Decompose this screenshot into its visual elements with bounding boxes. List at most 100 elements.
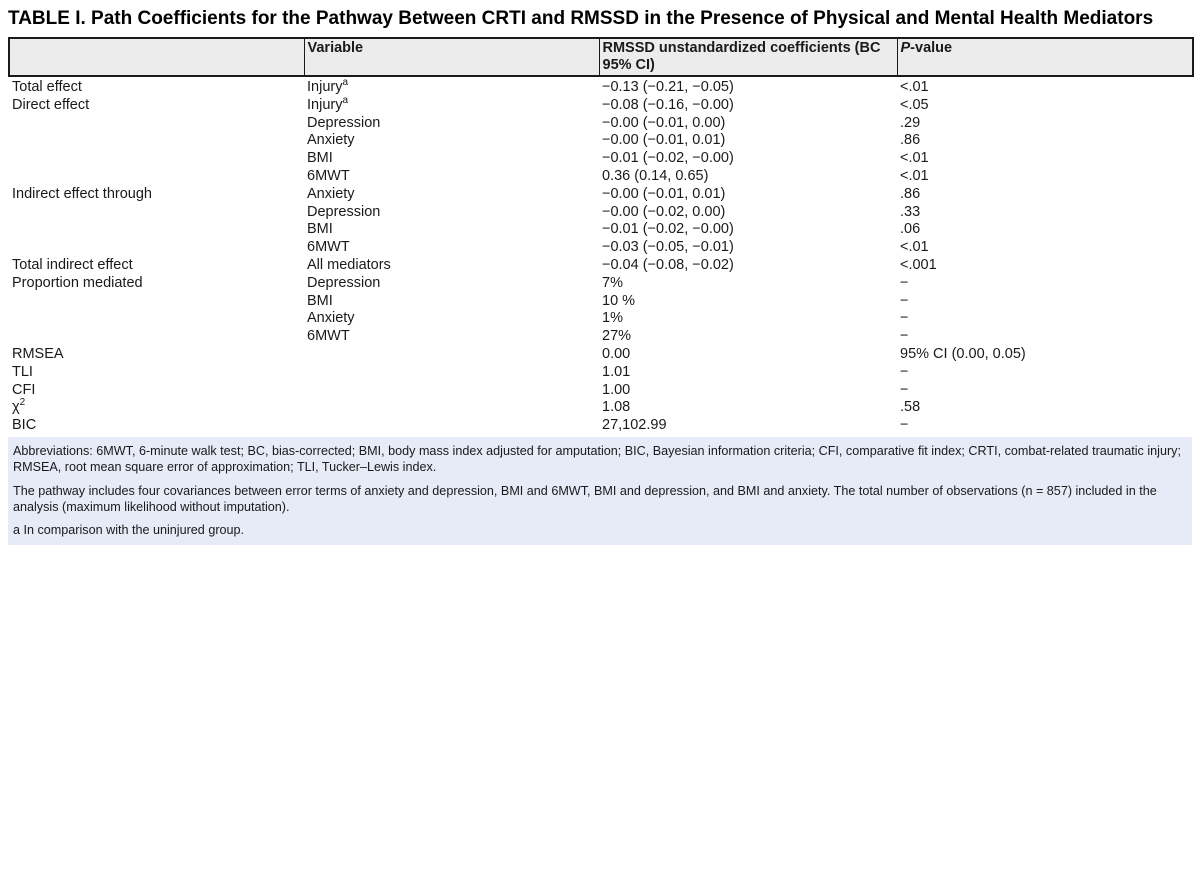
table-row: BIC 27,102.99 − (9, 417, 1193, 435)
column-header-empty (8, 37, 305, 77)
table-row: CFI 1.00 − (9, 382, 1193, 400)
row-label: χ (12, 399, 20, 416)
coefficient-cell: 1.08 (602, 399, 631, 416)
table-row: 6MWT −0.03 (−0.05, −0.01) <.01 (9, 239, 1193, 257)
table-row: RMSEA 0.00 95% CI (0.00, 0.05) (9, 346, 1193, 364)
table-footnotes: Abbreviations: 6MWT, 6-minute walk test;… (8, 436, 1192, 546)
pvalue-cell: .06 (900, 221, 921, 238)
variable-cell: Injurya (304, 94, 599, 115)
pvalue-cell: − (900, 417, 909, 434)
superscript: 2 (19, 397, 26, 409)
row-label: Proportion mediated (12, 274, 143, 291)
pvalue-cell: 95% CI (0.00, 0.05) (900, 345, 1026, 362)
row-label-cell: Proportion mediated (9, 275, 304, 293)
variable-label: BMI (307, 292, 333, 309)
variable-cell: BMI (304, 150, 599, 168)
pvalue-rest: -value (910, 40, 953, 56)
variable-cell: Injurya (304, 76, 599, 97)
variable-label: 6MWT (307, 239, 350, 256)
row-label-cell (9, 328, 304, 346)
variable-label: Depression (307, 114, 381, 131)
coefficient-cell: 10 % (602, 292, 636, 309)
pvalue-cell: <.05 (900, 96, 929, 113)
coefficient-cell: −0.00 (−0.02, 0.00) (602, 203, 726, 220)
coefficient-cell: 27% (602, 328, 632, 345)
row-label-cell (9, 310, 304, 328)
header-row: Variable RMSSD unstandardized coefficien… (8, 37, 1194, 77)
coefficient-cell: 7% (602, 274, 623, 291)
pvalue-cell: − (900, 328, 909, 345)
coefficient-cell: −0.03 (−0.05, −0.01) (602, 239, 734, 256)
variable-cell: Depression (304, 115, 599, 133)
column-header-coefficients: RMSSD unstandardized coefficients (BC 95… (598, 37, 898, 77)
row-label-cell (9, 221, 304, 239)
footnote-pathway: The pathway includes four covariances be… (13, 483, 1157, 514)
coefficient-cell: −0.13 (−0.21, −0.05) (602, 79, 734, 95)
column-header-pvalue: P-value (896, 37, 1194, 77)
coefficient-cell: 1.00 (602, 381, 631, 398)
pvalue-cell: − (900, 363, 909, 380)
variable-label: Anxiety (307, 132, 355, 149)
coefficient-cell: −0.01 (−0.02, −0.00) (602, 221, 734, 238)
variable-label: All mediators (307, 256, 391, 273)
variable-cell: Anxiety (304, 310, 599, 328)
variable-cell: Depression (304, 275, 599, 293)
coefficient-cell: 1% (602, 310, 623, 327)
variable-cell: 6MWT (304, 168, 599, 186)
pvalue-italic-p: P (900, 40, 911, 56)
row-label-cell: Direct effect (9, 97, 304, 115)
table-row: BMI −0.01 (−0.02, −0.00) .06 (9, 221, 1193, 239)
table-row: Total effect Injurya −0.13 (−0.21, −0.05… (9, 76, 1193, 97)
table-title: TABLE I. Path Coefficients for the Pathw… (8, 8, 1154, 29)
table-row: TLI 1.01 − (9, 364, 1193, 382)
row-label-cell (9, 204, 304, 222)
variable-cell: Anxiety (304, 186, 599, 204)
variable-label: BMI (307, 150, 333, 167)
column-header-variable: Variable (303, 37, 600, 77)
variable-label: Injury (307, 96, 343, 113)
row-label-cell: Total effect (9, 76, 304, 97)
variable-cell: BMI (304, 221, 599, 239)
variable-label: BMI (307, 221, 333, 238)
coefficient-cell: 1.01 (602, 363, 631, 380)
row-label: CFI (12, 381, 36, 398)
variable-label: 6MWT (307, 167, 350, 184)
coefficient-cell: −0.04 (−0.08, −0.02) (602, 256, 734, 273)
coefficient-cell: −0.00 (−0.01, 0.01) (602, 185, 726, 202)
coefficient-cell: 0.36 (0.14, 0.65) (602, 167, 709, 184)
variable-label: Depression (307, 203, 381, 220)
row-label-cell: Indirect effect through (9, 186, 304, 204)
coefficient-cell: −0.01 (−0.02, −0.00) (602, 150, 734, 167)
row-label-cell (9, 168, 304, 186)
row-label-cell (9, 132, 304, 150)
coefficient-cell: −0.00 (−0.01, 0.01) (602, 132, 726, 149)
variable-label: Depression (307, 274, 381, 291)
table-header: Variable RMSSD unstandardized coefficien… (8, 37, 1194, 77)
row-label-cell: Total indirect effect (9, 257, 304, 275)
table-row: 6MWT 0.36 (0.14, 0.65) <.01 (9, 168, 1193, 186)
superscript: a (342, 94, 349, 106)
pvalue-cell: .33 (900, 203, 921, 220)
table-row: BMI 10 % − (9, 293, 1193, 311)
variable-cell: 6MWT (304, 328, 599, 346)
table-row: Direct effect Injurya −0.08 (−0.16, −0.0… (9, 94, 1193, 115)
variable-cell (304, 346, 599, 364)
variable-cell: Depression (304, 204, 599, 222)
variable-cell (304, 364, 599, 382)
pvalue-cell: .86 (900, 185, 921, 202)
table-row: Depression −0.00 (−0.01, 0.00) .29 (9, 115, 1193, 133)
variable-label: Anxiety (307, 310, 355, 327)
row-label-cell: BIC (9, 417, 304, 435)
variable-cell (304, 417, 599, 435)
variable-cell (304, 382, 599, 400)
pvalue-cell: − (900, 381, 909, 398)
row-label: Indirect effect through (12, 185, 152, 202)
row-label: TLI (12, 363, 33, 380)
table-row: 6MWT 27% − (9, 328, 1193, 346)
coefficient-cell: −0.00 (−0.01, 0.00) (602, 114, 726, 131)
superscript: a (342, 77, 349, 89)
table-row: Anxiety −0.00 (−0.01, 0.01) .86 (9, 132, 1193, 150)
row-label-cell: χ2 (9, 397, 304, 417)
table-row: Proportion mediated Depression 7% − (9, 275, 1193, 293)
variable-label: Injury (307, 79, 343, 95)
